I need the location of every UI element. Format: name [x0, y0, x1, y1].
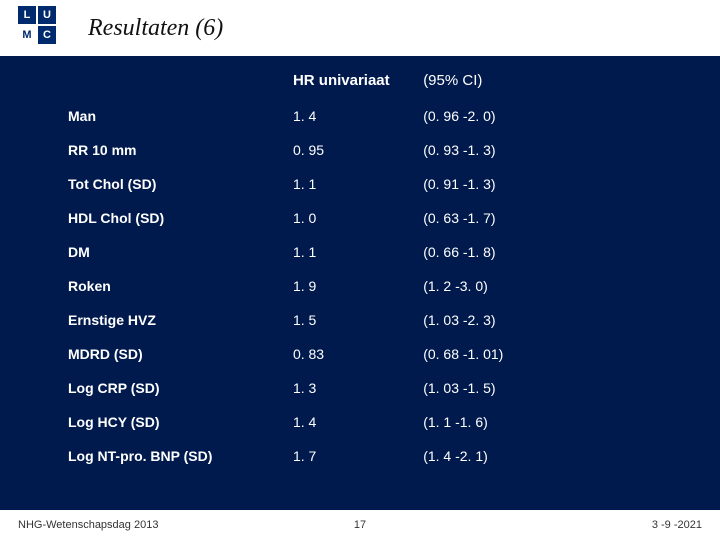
- table-row: RR 10 mm 0. 95 (0. 93 -1. 3): [64, 133, 656, 167]
- cell-ci: (1. 2 -3. 0): [419, 269, 656, 303]
- cell-hr: 1. 1: [289, 235, 419, 269]
- logo: L U M C: [18, 6, 56, 44]
- cell-ci: (0. 66 -1. 8): [419, 235, 656, 269]
- cell-ci: (1. 1 -1. 6): [419, 405, 656, 439]
- logo-cell-u: U: [38, 6, 56, 24]
- slide: L U M C Resultaten (6) HR univariaat (95…: [0, 0, 720, 540]
- cell-hr: 0. 95: [289, 133, 419, 167]
- table-row: HDL Chol (SD) 1. 0 (0. 63 -1. 7): [64, 201, 656, 235]
- table-row: Man 1. 4 (0. 96 -2. 0): [64, 99, 656, 133]
- table-row: Log HCY (SD) 1. 4 (1. 1 -1. 6): [64, 405, 656, 439]
- cell-hr: 1. 5: [289, 303, 419, 337]
- table-row: Roken 1. 9 (1. 2 -3. 0): [64, 269, 656, 303]
- cell-ci: (1. 03 -1. 5): [419, 371, 656, 405]
- col-header-hr: HR univariaat: [289, 66, 419, 99]
- cell-var: Tot Chol (SD): [64, 167, 289, 201]
- cell-ci: (0. 63 -1. 7): [419, 201, 656, 235]
- cell-ci: (0. 93 -1. 3): [419, 133, 656, 167]
- cell-var: DM: [64, 235, 289, 269]
- footer-page-number: 17: [354, 519, 366, 531]
- footer: NHG-Wetenschapsdag 2013 17 3 -9 -2021: [0, 510, 720, 540]
- cell-ci: (0. 68 -1. 01): [419, 337, 656, 371]
- logo-cell-l: L: [18, 6, 36, 24]
- cell-hr: 0. 83: [289, 337, 419, 371]
- cell-hr: 1. 7: [289, 439, 419, 473]
- cell-var: RR 10 mm: [64, 133, 289, 167]
- footer-left: NHG-Wetenschapsdag 2013: [18, 519, 158, 531]
- cell-hr: 1. 4: [289, 99, 419, 133]
- slide-title: Resultaten (6): [88, 15, 223, 42]
- results-table: HR univariaat (95% CI) Man 1. 4 (0. 96 -…: [64, 66, 656, 473]
- cell-var: Roken: [64, 269, 289, 303]
- table-row: MDRD (SD) 0. 83 (0. 68 -1. 01): [64, 337, 656, 371]
- table-row: Log NT-pro. BNP (SD) 1. 7 (1. 4 -2. 1): [64, 439, 656, 473]
- cell-var: MDRD (SD): [64, 337, 289, 371]
- table-body: Man 1. 4 (0. 96 -2. 0) RR 10 mm 0. 95 (0…: [64, 99, 656, 473]
- cell-hr: 1. 3: [289, 371, 419, 405]
- cell-ci: (0. 91 -1. 3): [419, 167, 656, 201]
- cell-var: Log HCY (SD): [64, 405, 289, 439]
- table-row: Log CRP (SD) 1. 3 (1. 03 -1. 5): [64, 371, 656, 405]
- cell-hr: 1. 9: [289, 269, 419, 303]
- table-row: Tot Chol (SD) 1. 1 (0. 91 -1. 3): [64, 167, 656, 201]
- cell-var: HDL Chol (SD): [64, 201, 289, 235]
- cell-ci: (1. 03 -2. 3): [419, 303, 656, 337]
- cell-hr: 1. 4: [289, 405, 419, 439]
- cell-var: Ernstige HVZ: [64, 303, 289, 337]
- logo-cell-c: C: [38, 26, 56, 44]
- logo-cell-m: M: [18, 26, 36, 44]
- col-header-ci: (95% CI): [419, 66, 656, 99]
- cell-var: Log NT-pro. BNP (SD): [64, 439, 289, 473]
- content-area: HR univariaat (95% CI) Man 1. 4 (0. 96 -…: [0, 56, 720, 510]
- footer-date: 3 -9 -2021: [652, 519, 702, 531]
- table-row: DM 1. 1 (0. 66 -1. 8): [64, 235, 656, 269]
- table-row: Ernstige HVZ 1. 5 (1. 03 -2. 3): [64, 303, 656, 337]
- col-header-var: [64, 66, 289, 99]
- cell-var: Log CRP (SD): [64, 371, 289, 405]
- cell-hr: 1. 0: [289, 201, 419, 235]
- table-header-row: HR univariaat (95% CI): [64, 66, 656, 99]
- header-band: L U M C Resultaten (6): [0, 0, 720, 56]
- cell-hr: 1. 1: [289, 167, 419, 201]
- cell-ci: (0. 96 -2. 0): [419, 99, 656, 133]
- cell-ci: (1. 4 -2. 1): [419, 439, 656, 473]
- cell-var: Man: [64, 99, 289, 133]
